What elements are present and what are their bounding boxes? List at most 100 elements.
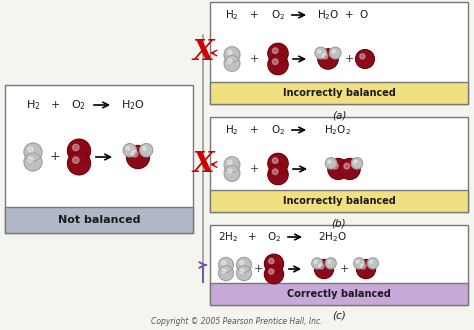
Circle shape: [315, 47, 327, 59]
Circle shape: [219, 266, 234, 280]
Text: X: X: [192, 40, 214, 67]
Circle shape: [328, 260, 331, 263]
Circle shape: [344, 163, 350, 169]
Text: O$_2$: O$_2$: [271, 123, 285, 137]
Circle shape: [328, 160, 331, 163]
Circle shape: [224, 165, 240, 181]
Circle shape: [240, 261, 244, 265]
Text: +: +: [339, 264, 349, 274]
Circle shape: [273, 48, 278, 53]
Circle shape: [328, 159, 349, 180]
Text: Incorrectly balanced: Incorrectly balanced: [283, 196, 395, 206]
Text: +: +: [248, 232, 256, 242]
Text: Incorrectly balanced: Incorrectly balanced: [283, 88, 395, 98]
FancyBboxPatch shape: [210, 2, 468, 104]
Text: O: O: [360, 10, 368, 20]
Text: +: +: [249, 164, 259, 174]
Text: +: +: [249, 54, 259, 64]
Circle shape: [273, 59, 278, 65]
Circle shape: [312, 258, 323, 269]
Text: (b): (b): [332, 218, 346, 228]
Circle shape: [222, 269, 226, 273]
Text: O$_2$: O$_2$: [72, 98, 86, 112]
FancyBboxPatch shape: [210, 117, 468, 212]
Circle shape: [240, 269, 244, 273]
Circle shape: [370, 260, 373, 263]
Circle shape: [268, 54, 288, 75]
Circle shape: [354, 258, 365, 269]
Circle shape: [73, 157, 79, 163]
Text: X: X: [192, 151, 214, 178]
Circle shape: [140, 144, 153, 157]
Circle shape: [132, 150, 138, 157]
Circle shape: [228, 59, 232, 63]
Text: +: +: [250, 10, 258, 20]
Circle shape: [228, 50, 232, 55]
Circle shape: [224, 157, 240, 173]
Circle shape: [326, 258, 336, 269]
Circle shape: [268, 153, 288, 174]
Circle shape: [268, 164, 288, 184]
Circle shape: [28, 147, 33, 152]
Circle shape: [318, 50, 321, 53]
FancyBboxPatch shape: [210, 190, 468, 212]
Circle shape: [273, 158, 278, 163]
Circle shape: [361, 264, 366, 269]
Text: +: +: [344, 54, 354, 64]
Text: H$_2$O: H$_2$O: [121, 98, 145, 112]
Circle shape: [314, 259, 334, 279]
Text: (a): (a): [332, 110, 346, 120]
Text: +: +: [50, 100, 60, 110]
Circle shape: [143, 147, 146, 150]
Text: +: +: [250, 125, 258, 135]
Text: Correctly balanced: Correctly balanced: [287, 289, 391, 299]
Circle shape: [224, 47, 240, 63]
FancyBboxPatch shape: [210, 283, 468, 305]
Circle shape: [354, 160, 357, 163]
Circle shape: [269, 269, 274, 274]
Circle shape: [127, 146, 149, 169]
Circle shape: [228, 160, 232, 165]
Circle shape: [126, 147, 130, 150]
Circle shape: [356, 260, 359, 263]
Circle shape: [318, 49, 338, 69]
Circle shape: [332, 163, 338, 169]
Circle shape: [339, 159, 360, 180]
Circle shape: [322, 53, 328, 59]
Circle shape: [356, 259, 375, 279]
Circle shape: [123, 144, 137, 157]
Circle shape: [24, 143, 42, 161]
Circle shape: [237, 266, 252, 280]
Circle shape: [325, 158, 337, 169]
Circle shape: [264, 254, 283, 273]
Text: O$_2$: O$_2$: [267, 230, 281, 244]
Text: O$_2$: O$_2$: [271, 8, 285, 22]
Circle shape: [269, 258, 274, 264]
Circle shape: [237, 257, 252, 272]
Circle shape: [367, 258, 378, 269]
Text: H$_2$: H$_2$: [225, 123, 239, 137]
Text: +: +: [345, 10, 353, 20]
Circle shape: [24, 153, 42, 171]
Text: +: +: [50, 150, 60, 163]
Circle shape: [273, 169, 278, 175]
Circle shape: [222, 261, 226, 265]
Text: H$_2$: H$_2$: [26, 98, 40, 112]
Circle shape: [67, 139, 91, 162]
Circle shape: [224, 55, 240, 71]
Circle shape: [356, 50, 374, 68]
Circle shape: [332, 50, 335, 53]
Text: 2H$_2$O: 2H$_2$O: [319, 230, 347, 244]
Circle shape: [268, 43, 288, 64]
FancyBboxPatch shape: [5, 85, 193, 233]
Circle shape: [319, 264, 324, 269]
Text: H$_2$: H$_2$: [225, 8, 239, 22]
Circle shape: [314, 260, 317, 263]
Circle shape: [67, 152, 91, 175]
Text: H$_2$O: H$_2$O: [317, 8, 339, 22]
FancyBboxPatch shape: [5, 207, 193, 233]
Circle shape: [264, 265, 283, 284]
Text: 2H$_2$: 2H$_2$: [218, 230, 238, 244]
Circle shape: [360, 54, 365, 59]
Text: +: +: [253, 264, 263, 274]
